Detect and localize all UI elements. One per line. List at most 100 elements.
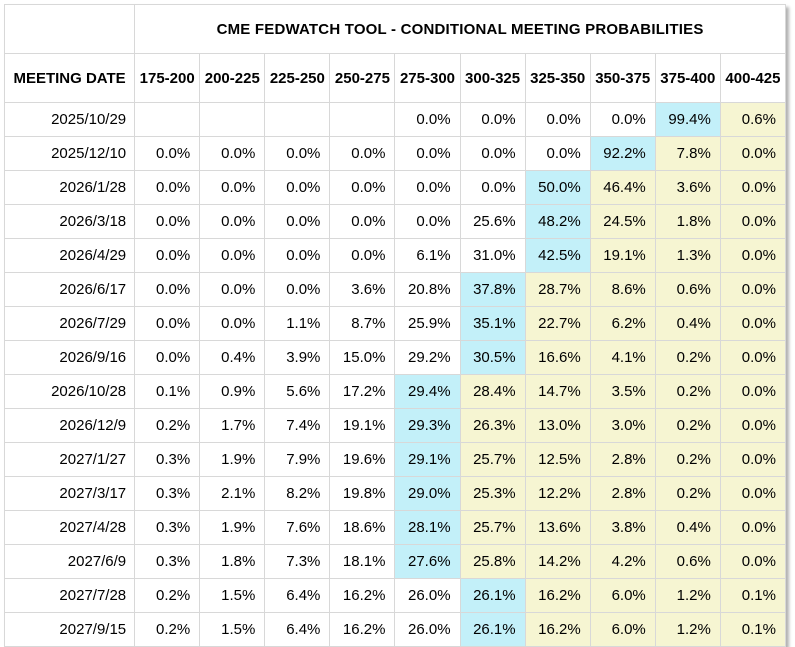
probability-cell: 0.0% [719, 136, 787, 171]
table-row: 2027/1/27 0.3% 1.9% 7.9% 19.6% 29.1% 25.7% 12.5… [3, 442, 787, 477]
probability-cell: 1.5% [199, 612, 266, 647]
probability-cell: 0.0% [719, 510, 787, 545]
table-row: 2026/12/9 0.2% 1.7% 7.4% 19.1% 29.3% 26.3% 13.0… [3, 408, 787, 443]
meeting-date-cell: 2025/10/29 [3, 102, 136, 137]
probability-cell: 0.2% [654, 340, 721, 375]
meeting-date-cell: 2027/9/15 [3, 612, 136, 647]
probability-cell: 18.1% [329, 544, 396, 579]
table-row: 2026/3/18 0.0% 0.0% 0.0% 0.0% 0.0% 25.6% 48.2% 2… [3, 204, 787, 239]
probability-cell: 7.8% [654, 136, 721, 171]
probability-cell: 8.6% [589, 272, 656, 307]
column-header-rate-bin-350-375: 350-375 [589, 53, 656, 103]
probability-cell: 26.0% [394, 578, 461, 613]
column-header-rate-bin-225-250: 225-250 [264, 53, 331, 103]
probability-cell: 0.0% [264, 170, 331, 205]
probability-cell: 19.1% [329, 408, 396, 443]
probability-cell: 7.3% [264, 544, 331, 579]
table-row: 2026/1/28 0.0% 0.0% 0.0% 0.0% 0.0% 0.0% 50.0% 46… [3, 170, 787, 205]
probability-cell: 26.0% [394, 612, 461, 647]
probability-cell: 0.2% [134, 612, 201, 647]
probability-cell: 1.5% [199, 578, 266, 613]
probability-cell: 12.2% [524, 476, 591, 511]
probability-cell: 1.2% [654, 612, 721, 647]
probability-cell: 50.0% [524, 170, 591, 205]
meeting-date-cell: 2026/10/28 [3, 374, 136, 409]
meeting-date-cell: 2027/6/9 [3, 544, 136, 579]
probability-cell: 0.0% [329, 136, 396, 171]
table-row: 2027/9/15 0.2% 1.5% 6.4% 16.2% 26.0% 26.1% 16.2… [3, 612, 787, 647]
probability-cell: 19.1% [589, 238, 656, 273]
probability-cell: 0.9% [199, 374, 266, 409]
probability-cell: 25.7% [459, 510, 526, 545]
probability-cell [329, 102, 396, 137]
table-row: 2025/12/10 0.0% 0.0% 0.0% 0.0% 0.0% 0.0% 0.0% 92… [3, 136, 787, 171]
probability-cell: 13.0% [524, 408, 591, 443]
probability-cell: 0.0% [134, 306, 201, 341]
probability-cell: 0.0% [394, 204, 461, 239]
probability-cell: 0.0% [199, 238, 266, 273]
probability-cell: 1.8% [654, 204, 721, 239]
probability-cell: 0.2% [654, 374, 721, 409]
probability-cell: 3.9% [264, 340, 331, 375]
meeting-date-cell: 2026/6/17 [3, 272, 136, 307]
probability-cell: 0.0% [719, 442, 787, 477]
table-row: 2027/3/17 0.3% 2.1% 8.2% 19.8% 29.0% 25.3% 12.2… [3, 476, 787, 511]
column-header-rate-bin-275-300: 275-300 [394, 53, 461, 103]
probability-cell: 0.4% [199, 340, 266, 375]
probability-cell: 0.2% [654, 476, 721, 511]
meeting-date-cell: 2025/12/10 [3, 136, 136, 171]
probability-cell: 1.3% [654, 238, 721, 273]
probability-cell: 29.1% [394, 442, 461, 477]
probability-cell: 1.1% [264, 306, 331, 341]
probability-cell: 0.0% [459, 170, 526, 205]
probability-cell: 28.4% [459, 374, 526, 409]
probability-cell: 0.0% [134, 340, 201, 375]
column-header-rate-bin-200-225: 200-225 [199, 53, 266, 103]
corner-cell [3, 4, 136, 54]
meeting-date-cell: 2026/4/29 [3, 238, 136, 273]
probability-cell: 0.0% [134, 238, 201, 273]
probability-cell: 6.2% [589, 306, 656, 341]
probability-cell: 0.4% [654, 510, 721, 545]
probability-cell: 0.2% [134, 578, 201, 613]
table-row: 2025/10/29 0.0% 0.0% 0.0% 0.0% 99.4% 0.6% [3, 102, 787, 137]
probability-cell: 27.6% [394, 544, 461, 579]
meeting-date-cell: 2026/1/28 [3, 170, 136, 205]
probability-cell: 1.2% [654, 578, 721, 613]
probability-cell: 5.6% [264, 374, 331, 409]
probability-cell: 2.1% [199, 476, 266, 511]
probability-cell: 0.1% [134, 374, 201, 409]
column-header-rate-bin-375-400: 375-400 [654, 53, 721, 103]
probability-cell: 6.4% [264, 612, 331, 647]
probability-cell: 7.4% [264, 408, 331, 443]
probability-cell: 0.0% [719, 306, 787, 341]
probability-cell: 7.6% [264, 510, 331, 545]
column-header-rate-bin-300-325: 300-325 [459, 53, 526, 103]
probability-cell: 0.0% [199, 136, 266, 171]
probability-cell: 8.7% [329, 306, 396, 341]
probability-cell: 3.6% [329, 272, 396, 307]
probability-cell: 0.0% [394, 136, 461, 171]
probability-cell: 0.0% [264, 136, 331, 171]
probability-cell [264, 102, 331, 137]
fedwatch-table-container: CME FEDWATCH TOOL - CONDITIONAL MEETING … [3, 4, 787, 647]
table-row: 2026/9/16 0.0% 0.4% 3.9% 15.0% 29.2% 30.5% 16.6… [3, 340, 787, 375]
table-row: 2026/4/29 0.0% 0.0% 0.0% 0.0% 6.1% 31.0% 42.5% 1… [3, 238, 787, 273]
probability-cell: 0.2% [654, 408, 721, 443]
probability-cell: 29.3% [394, 408, 461, 443]
probability-cell [134, 102, 201, 137]
probability-cell: 92.2% [589, 136, 656, 171]
probability-cell: 6.0% [589, 612, 656, 647]
probability-cell: 0.6% [719, 102, 787, 137]
probability-cell: 0.3% [134, 476, 201, 511]
probability-cell: 16.6% [524, 340, 591, 375]
probability-cell: 0.0% [329, 170, 396, 205]
probability-cell: 16.2% [524, 578, 591, 613]
probability-cell: 0.6% [654, 272, 721, 307]
table-body: 2025/10/29 0.0% 0.0% 0.0% 0.0% 99.4% 0.6% 2025/… [3, 102, 787, 647]
probability-cell: 29.2% [394, 340, 461, 375]
probability-cell: 0.4% [654, 306, 721, 341]
probability-cell: 13.6% [524, 510, 591, 545]
probability-cell: 0.0% [329, 238, 396, 273]
probability-cell: 0.0% [719, 374, 787, 409]
